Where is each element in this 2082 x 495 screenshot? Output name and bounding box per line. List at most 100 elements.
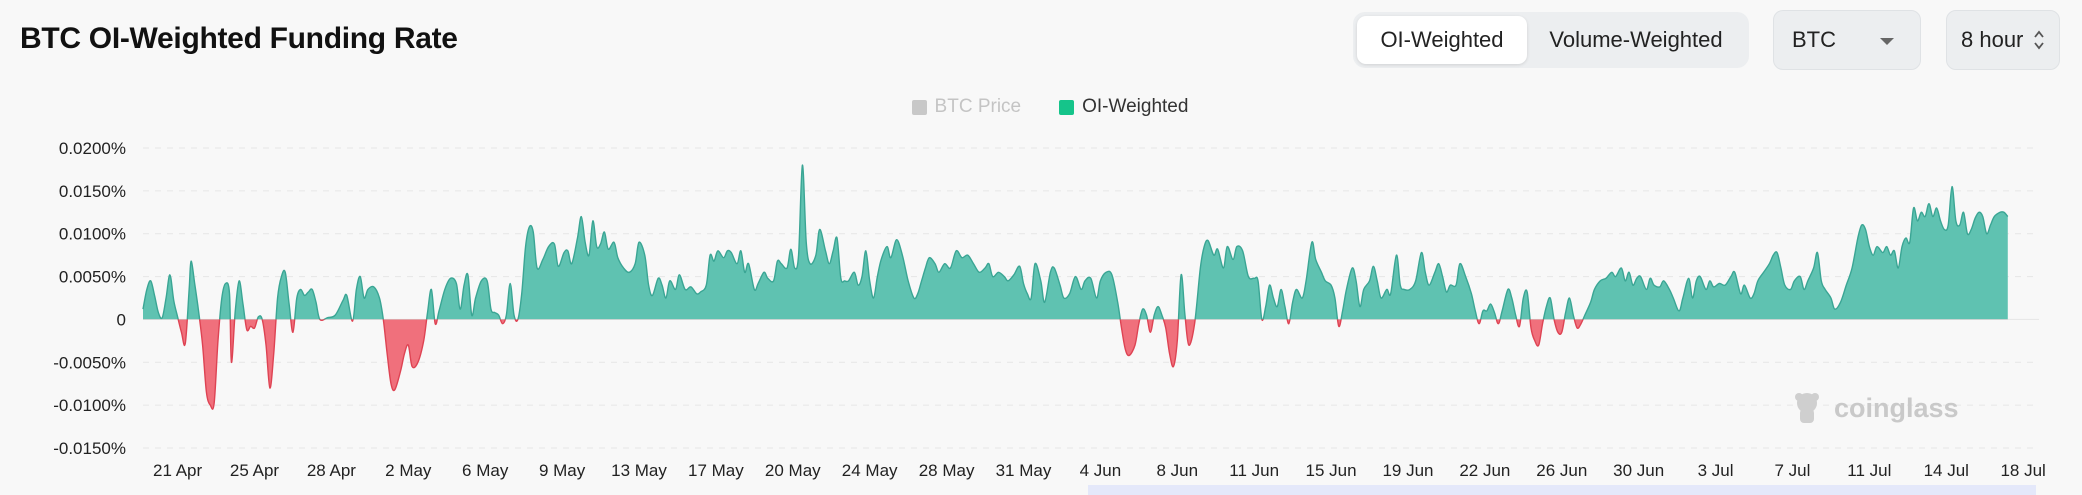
data-point <box>1905 237 1906 238</box>
data-point <box>1709 280 1710 281</box>
data-point <box>1232 259 1233 260</box>
data-point <box>1628 272 1629 273</box>
data-point <box>1090 278 1091 279</box>
data-point <box>1482 310 1483 311</box>
data-point <box>169 274 170 275</box>
data-point <box>1573 315 1574 316</box>
data-point <box>1982 216 1983 217</box>
data-point <box>1955 220 1956 221</box>
data-point <box>1830 297 1831 298</box>
data-point <box>658 278 659 279</box>
data-point <box>858 285 859 286</box>
data-point <box>1794 280 1795 281</box>
data-point <box>181 332 182 333</box>
interval-select[interactable]: 8 hour <box>1946 10 2060 70</box>
tab-oi-weighted[interactable]: OI-Weighted <box>1357 16 1527 64</box>
data-point <box>798 255 799 256</box>
data-point <box>1713 286 1714 287</box>
data-point <box>648 285 649 286</box>
data-point <box>1498 323 1499 324</box>
data-point <box>1542 323 1543 324</box>
data-point <box>623 267 624 268</box>
x-tick-label: 28 Apr <box>307 461 356 480</box>
data-point <box>1063 297 1064 298</box>
legend-item-oi-weighted[interactable]: OI-Weighted <box>1059 96 1188 118</box>
data-point <box>1442 276 1443 277</box>
data-point <box>925 267 926 268</box>
data-point <box>185 343 186 344</box>
data-point <box>142 309 143 310</box>
data-point <box>533 231 534 232</box>
range-selector-track[interactable] <box>1088 485 2036 495</box>
data-point <box>1265 306 1266 307</box>
data-point <box>1800 276 1801 277</box>
data-point <box>1705 289 1706 290</box>
data-point <box>854 272 855 273</box>
data-point <box>250 326 251 327</box>
data-point <box>973 263 974 264</box>
x-tick-label: 4 Jun <box>1080 461 1122 480</box>
data-point <box>190 261 191 262</box>
data-point <box>246 329 247 330</box>
data-point <box>308 291 309 292</box>
data-point <box>840 278 841 279</box>
data-point <box>431 289 432 290</box>
data-point <box>1569 297 1570 298</box>
legend-item-btc-price[interactable]: BTC Price <box>911 96 1021 118</box>
data-point <box>194 285 195 286</box>
data-point <box>463 285 464 286</box>
data-point <box>435 323 436 324</box>
data-point <box>1825 289 1826 290</box>
data-point <box>1446 291 1447 292</box>
data-point <box>1227 246 1228 247</box>
data-point <box>1004 276 1005 277</box>
data-point <box>1254 278 1255 279</box>
data-point <box>1990 225 1991 226</box>
data-point <box>1959 225 1960 226</box>
data-point <box>390 383 391 384</box>
data-point <box>1390 293 1391 294</box>
data-point <box>1725 285 1726 286</box>
data-point <box>408 345 409 346</box>
data-point <box>1696 280 1697 281</box>
data-point <box>1803 289 1804 290</box>
data-point <box>1873 255 1874 256</box>
data-point <box>581 216 582 217</box>
data-point <box>165 297 166 298</box>
data-point <box>988 263 989 264</box>
data-point <box>1577 327 1578 328</box>
data-point <box>1217 249 1218 250</box>
y-tick-label: 0.0050% <box>59 268 126 287</box>
data-point <box>604 231 605 232</box>
data-point <box>1553 319 1554 320</box>
data-point <box>1974 218 1975 219</box>
data-point <box>356 289 357 290</box>
data-point <box>327 317 328 318</box>
data-point <box>265 345 266 346</box>
tab-volume-weighted[interactable]: Volume-Weighted <box>1549 27 1723 52</box>
data-point <box>1700 276 1701 277</box>
coin-select[interactable]: BTC <box>1773 10 1921 70</box>
x-tick-label: 30 Jun <box>1613 461 1664 480</box>
data-point <box>269 387 270 388</box>
data-point <box>967 255 968 256</box>
data-point <box>1999 212 2000 213</box>
data-point <box>1890 255 1891 256</box>
data-point <box>710 255 711 256</box>
data-point <box>1534 340 1535 341</box>
data-point <box>1669 289 1670 290</box>
data-point <box>387 353 388 354</box>
data-point <box>217 340 218 341</box>
y-tick-label: -0.0050% <box>53 353 126 372</box>
x-tick-label: 14 Jul <box>1924 461 1969 480</box>
data-point <box>1502 310 1503 311</box>
data-point <box>877 276 878 277</box>
data-point <box>1142 309 1143 310</box>
x-tick-label: 11 Jun <box>1229 461 1279 480</box>
data-point <box>513 315 514 316</box>
data-point <box>173 300 174 301</box>
data-point <box>1342 310 1343 311</box>
data-point <box>917 293 918 294</box>
data-point <box>1951 186 1952 187</box>
